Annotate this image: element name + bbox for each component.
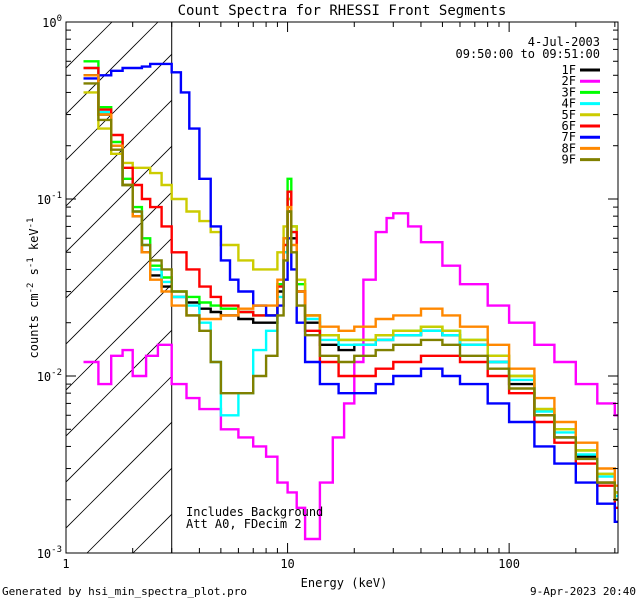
- hatch-line: [66, 283, 172, 391]
- y-tick-label: 100: [42, 14, 62, 30]
- axes: 1 10 100 10-3 10-2 10-1 100: [37, 14, 618, 571]
- series-line-4F: [83, 66, 618, 498]
- chart-title: Count Spectra for RHESSI Front Segments: [178, 3, 507, 19]
- hatch-line: [66, 375, 172, 483]
- legend: 4-Jul-2003 09:50:00 to 09:51:00 1F2F3F4F…: [456, 35, 601, 167]
- legend-label-6F: 6F: [562, 119, 576, 133]
- annotation-attenuator: Att A0, FDecim 2: [186, 517, 302, 531]
- footer-timestamp: 9-Apr-2023 20:40: [530, 585, 636, 598]
- legend-label-1F: 1F: [562, 63, 576, 77]
- x-tick-label: 100: [498, 557, 520, 571]
- legend-label-2F: 2F: [562, 74, 576, 88]
- legend-label-7F: 7F: [562, 130, 576, 144]
- annotation-background: Includes Background: [186, 505, 323, 519]
- hatch-lines: [66, 22, 172, 553]
- hatch-line: [66, 53, 172, 161]
- background-hatch-region: [66, 22, 173, 553]
- x-axis-label: Energy (keV): [301, 576, 388, 590]
- series-line-2F: [83, 212, 618, 541]
- x-tick-label: 1: [62, 557, 69, 571]
- legend-date: 4-Jul-2003: [528, 35, 600, 49]
- y-tick-label: 10-2: [37, 368, 62, 384]
- series-line-3F: [83, 60, 618, 494]
- legend-label-5F: 5F: [562, 108, 576, 122]
- series-line-1F: [83, 74, 618, 501]
- y-tick-label: 10-1: [37, 191, 62, 207]
- series-line-7F: [83, 62, 618, 523]
- hatch-line: [66, 329, 172, 437]
- series-lines: [83, 60, 618, 541]
- hatch-line: [66, 22, 159, 115]
- legend-label-9F: 9F: [562, 153, 576, 167]
- series-line-8F: [83, 74, 618, 487]
- hatch-line: [66, 191, 172, 299]
- legend-time-range: 09:50:00 to 09:51:00: [456, 47, 601, 61]
- legend-label-3F: 3F: [562, 85, 576, 99]
- plot-frame: [65, 21, 619, 554]
- legend-label-4F: 4F: [562, 97, 576, 111]
- legend-label-8F: 8F: [562, 141, 576, 155]
- y-axis-label: counts cm-2 s-1 keV-1: [26, 218, 41, 359]
- hatch-line: [66, 237, 172, 345]
- hatch-line: [66, 421, 172, 529]
- hatch-line: [66, 145, 172, 253]
- series-line-6F: [83, 66, 618, 509]
- footer-generated-by: Generated by hsi_min_spectra_plot.pro: [2, 585, 247, 598]
- x-tick-label: 10: [280, 557, 294, 571]
- hatch-line: [66, 99, 172, 207]
- hatch-line: [66, 22, 113, 69]
- series-line-9F: [83, 82, 618, 501]
- y-tick-label: 10-3: [37, 545, 62, 561]
